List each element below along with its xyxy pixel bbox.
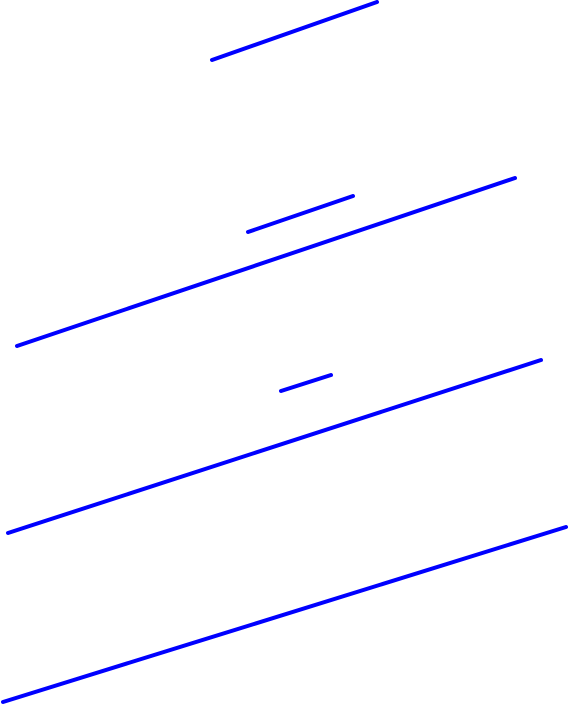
segment <box>279 373 333 393</box>
segment <box>246 194 355 234</box>
segment <box>210 0 379 62</box>
segment <box>1 525 568 704</box>
segment <box>15 176 517 348</box>
segment <box>6 358 543 535</box>
